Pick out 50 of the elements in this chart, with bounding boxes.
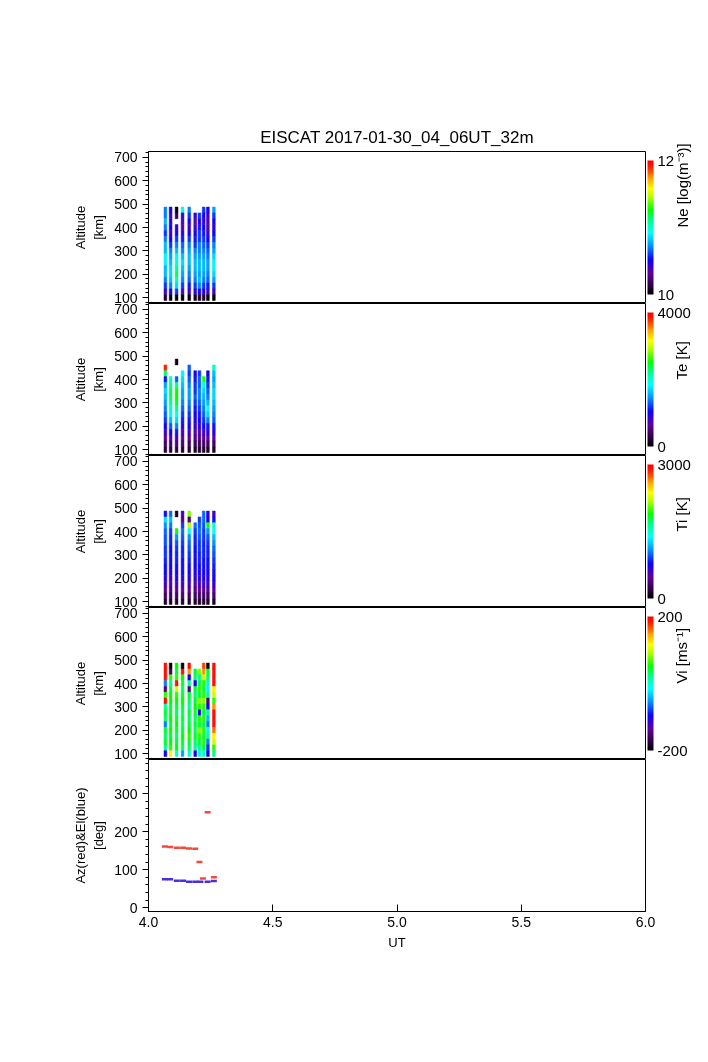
y-tick-label: 500 [114, 348, 138, 365]
y-tick-label: 400 [114, 371, 138, 388]
y-tick-label: 500 [114, 652, 138, 669]
y-tick-label: 500 [114, 196, 138, 213]
color-bar-label: -200 [657, 741, 688, 759]
y-tick-label: 0 [129, 899, 138, 916]
y-tick-label: 300 [114, 546, 138, 563]
color-bar-label: 200 [657, 607, 683, 625]
y-tick-label: 700 [114, 149, 138, 166]
y-tick-label: 600 [114, 476, 138, 493]
x-tick-label: 5.0 [387, 913, 407, 930]
y-tick-label: 600 [114, 324, 138, 341]
y-axis-title: Altitude [km] [73, 205, 107, 250]
color-bar-label: 10 [657, 285, 675, 303]
color-bar-label: 4000 [657, 303, 691, 321]
color-bar-label: 0 [657, 589, 666, 607]
chart-title: EISCAT 2017-01-30_04_06UT_32m [260, 127, 534, 147]
y-tick-label: 300 [114, 394, 138, 411]
y-tick-label: 500 [114, 500, 138, 517]
y-tick-label: 400 [114, 675, 138, 692]
y-axis-title: Altitude [km] [73, 661, 107, 706]
y-axis-title: Altitude [km] [73, 509, 107, 554]
y-tick-label: 300 [114, 698, 138, 715]
color-bar-title: Ne [log(m⁻³)] [674, 143, 691, 228]
color-bar-title: Te [K] [673, 341, 690, 380]
y-tick-label: 600 [114, 172, 138, 189]
x-axis-title: UT [388, 934, 406, 950]
color-bar-label: 0 [657, 437, 666, 455]
y-tick-label: 200 [114, 570, 138, 587]
y-tick-label: 100 [114, 745, 138, 762]
y-axis-title: Az(red)&El(blue) [deg] [73, 787, 107, 884]
y-tick-label: 300 [114, 242, 138, 259]
x-tick-label: 4.0 [138, 913, 159, 930]
y-tick-label: 400 [114, 219, 138, 236]
x-tick-label: 4.5 [263, 913, 283, 930]
x-tick-label: 5.5 [511, 913, 532, 930]
color-bar-label: 3000 [657, 455, 691, 473]
y-tick-label: 200 [114, 722, 138, 739]
y-tick-label: 300 [114, 785, 138, 802]
x-tick-label: 6.0 [635, 913, 656, 930]
y-tick-label: 200 [114, 418, 138, 435]
color-bar-title: Ti [K] [673, 497, 690, 532]
y-tick-label: 200 [114, 823, 138, 840]
color-bar-label: 12 [657, 151, 675, 169]
color-bar-title: Vi [ms⁻¹] [673, 627, 690, 684]
y-axis-title: Altitude [km] [73, 357, 107, 402]
y-tick-label: 100 [114, 861, 138, 878]
y-tick-label: 400 [114, 523, 138, 540]
y-tick-label: 600 [114, 628, 138, 645]
y-tick-label: 200 [114, 266, 138, 283]
